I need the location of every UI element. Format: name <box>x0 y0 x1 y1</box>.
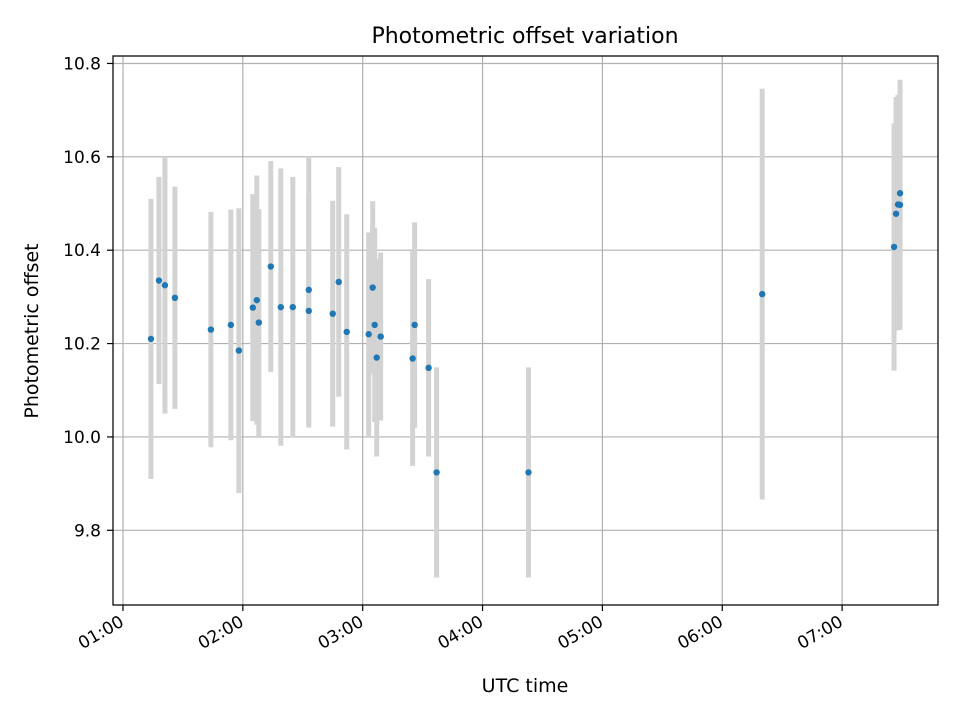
data-point <box>305 307 312 315</box>
data-point <box>759 290 766 298</box>
data-point <box>227 321 235 329</box>
data-point <box>373 354 380 361</box>
data-point <box>161 282 169 289</box>
y-tick-label: 10.4 <box>63 241 101 261</box>
data-point <box>147 335 155 343</box>
data-point <box>896 190 904 197</box>
y-tick-label: 9.8 <box>74 521 101 541</box>
data-point <box>411 321 418 329</box>
y-tick-label: 10.0 <box>63 428 101 448</box>
data-point <box>890 243 898 251</box>
data-point <box>343 328 350 336</box>
y-axis-ticks: 9.8 10.0 10.2 10.4 10.6 10.8 <box>63 54 113 541</box>
data-point <box>171 294 179 302</box>
data-point <box>235 347 243 354</box>
data-point <box>896 201 904 209</box>
data-point <box>425 364 432 372</box>
data-point <box>335 278 342 286</box>
data-point <box>289 303 296 311</box>
x-axis-label: UTC time <box>482 675 569 697</box>
data-points <box>147 190 904 476</box>
data-point <box>255 319 263 326</box>
data-point <box>277 303 284 311</box>
data-point <box>329 310 336 317</box>
data-point <box>267 263 275 270</box>
data-point <box>892 210 900 217</box>
y-tick-label: 10.8 <box>63 54 101 74</box>
data-point <box>155 277 163 284</box>
y-tick-label: 10.6 <box>63 148 101 168</box>
data-point <box>365 331 372 338</box>
data-point <box>369 284 376 291</box>
data-point <box>525 469 532 476</box>
data-point <box>371 321 378 329</box>
data-point <box>249 304 257 311</box>
data-point <box>207 326 215 333</box>
y-axis-label: Photometric offset <box>21 243 43 418</box>
data-point <box>305 286 312 294</box>
plot-frame <box>112 55 939 606</box>
y-tick-label: 10.2 <box>63 335 101 355</box>
data-point <box>409 355 416 362</box>
chart-title: Photometric offset variation <box>371 24 678 49</box>
data-point <box>377 333 384 340</box>
data-point <box>433 469 440 476</box>
data-point <box>253 296 261 304</box>
